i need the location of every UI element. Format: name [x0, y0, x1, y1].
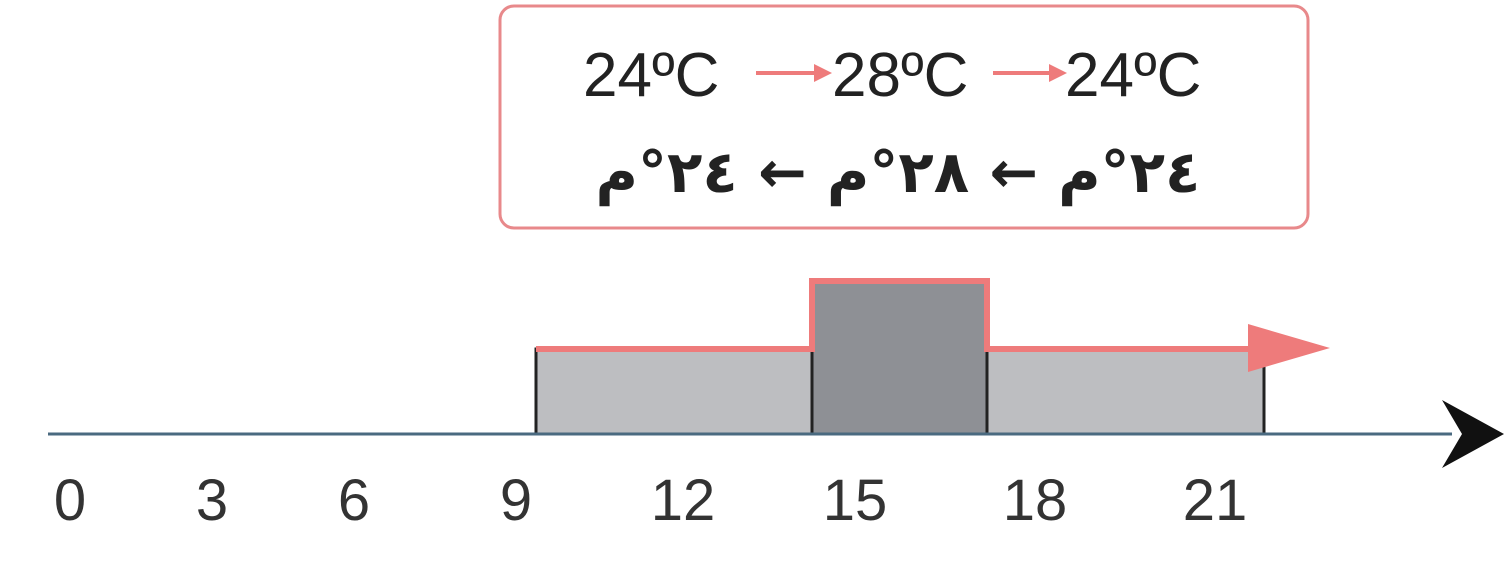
tick-label-21: 21 [1183, 468, 1248, 533]
temp-sequence-arabic: ٢٤°م ← ٢٨°م ← ٢٤°م [596, 138, 1201, 206]
tick-label-12: 12 [651, 468, 716, 533]
temperature-steps [534, 279, 1266, 436]
axis-arrowhead-icon [1442, 400, 1504, 468]
temperature-step-2 [810, 279, 989, 436]
arrow-right-icon [993, 64, 1067, 82]
arrow-right-icon [756, 64, 832, 82]
temp-peak-label: 28ºC [832, 41, 968, 110]
temp-start-label: 24ºC [583, 41, 719, 110]
tick-label-9: 9 [500, 468, 532, 533]
axis-tick-labels: 0 3 6 9 12 15 18 21 [54, 468, 1247, 533]
temperature-step-1 [534, 347, 814, 436]
tick-label-0: 0 [54, 468, 86, 533]
temp-end-label: 24ºC [1065, 41, 1201, 110]
temperature-sequence-box [498, 4, 1310, 230]
tick-label-18: 18 [1003, 468, 1068, 533]
profile-arrowhead-icon [1248, 324, 1330, 372]
tick-label-15: 15 [823, 468, 888, 533]
temperature-step-3 [985, 347, 1266, 436]
temperature-profile-line [536, 278, 1256, 352]
tick-label-6: 6 [338, 468, 370, 533]
tick-label-3: 3 [196, 468, 228, 533]
